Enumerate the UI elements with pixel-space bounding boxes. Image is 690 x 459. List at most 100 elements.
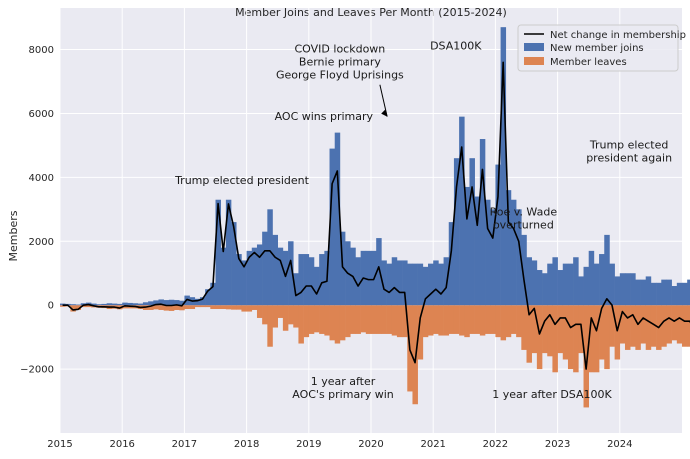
x-tick-label: 2022 (483, 439, 508, 450)
joins-bar (267, 209, 273, 306)
joins-bar (567, 263, 574, 306)
leaves-bar (630, 305, 636, 347)
leaves-bar (557, 305, 564, 354)
leaves-bar (650, 305, 657, 347)
joins-bar (557, 270, 564, 306)
annotations: Trump elected president AOC wins primary C… (174, 40, 672, 402)
leaves-bar (231, 305, 237, 310)
leaves-bar (619, 305, 626, 344)
legend: Net change in membership New member join… (517, 24, 686, 72)
leaves-bar (687, 305, 690, 347)
leaves-bar (547, 305, 553, 357)
leaves-bar (267, 305, 273, 347)
leaves-bar (505, 305, 512, 338)
legend-box (517, 24, 679, 72)
leaves-bar (163, 305, 170, 311)
leaves-bar (422, 305, 429, 338)
annotation-label: AOC wins primary (275, 110, 374, 123)
new-member-joins-bars (60, 27, 690, 306)
joins-bar (168, 299, 175, 306)
leaves-bar (516, 305, 522, 338)
y-axis-ticks: −2000 0 2000 4000 6000 8000 (20, 45, 54, 376)
joins-bar (386, 263, 393, 306)
annotation-arrowhead (381, 109, 388, 117)
leaves-bar (288, 305, 294, 325)
leaves-bar (386, 305, 393, 334)
joins-bar (453, 158, 460, 306)
leaves-bar (355, 305, 361, 334)
legend-leaves-swatch (524, 57, 544, 65)
x-tick-label: 2016 (109, 439, 134, 450)
joins-bar (127, 302, 133, 306)
leaves-bar (236, 305, 242, 310)
joins-bar (635, 279, 641, 306)
net-change-line (62, 61, 690, 370)
leaves-bar (453, 305, 460, 334)
joins-bar (526, 257, 532, 306)
joins-bar (661, 279, 667, 306)
leaves-bar (640, 305, 647, 344)
leaves-bar (536, 305, 543, 370)
legend-joins-swatch (524, 43, 544, 51)
annotation-label: Trump elected president again (586, 139, 672, 165)
leaves-bar (339, 305, 346, 341)
leaves-bar (272, 305, 278, 328)
leaves-bar (490, 305, 496, 334)
joins-bar (122, 302, 128, 306)
leaves-bar (360, 305, 367, 333)
joins-bar (682, 282, 688, 306)
leaves-bar (277, 305, 284, 318)
joins-bar (215, 199, 221, 306)
x-tick-label: 2024 (607, 439, 632, 450)
leaves-bar (433, 305, 439, 334)
joins-bar (474, 196, 481, 306)
leaves-bar (438, 305, 444, 336)
leaves-bar (210, 305, 216, 310)
leaves-bar (428, 305, 434, 336)
y-tick-label: −2000 (20, 365, 54, 376)
leaves-bar (75, 305, 82, 310)
joins-bar (70, 304, 76, 306)
leaves-bar (552, 305, 558, 373)
x-axis-ticks: 2015 2016 2017 2018 2019 2020 2021 2022 2023 2024 (47, 439, 632, 450)
joins-bar (391, 257, 398, 306)
joins-bar (153, 300, 159, 306)
joins-bar (101, 303, 107, 306)
leaves-bar (313, 305, 320, 333)
leaves-bar (469, 305, 475, 334)
leaves-bar (459, 305, 465, 336)
joins-bar (485, 199, 491, 306)
leaves-bar (174, 305, 180, 310)
joins-bar (251, 247, 258, 306)
leaves-bar (293, 305, 299, 328)
annotation-label: 1 year after AOC's primary win (292, 375, 394, 401)
leaves-bar (205, 305, 211, 308)
legend-leaves-label: Member leaves (550, 57, 627, 68)
joins-bar (308, 257, 315, 306)
joins-bar (583, 266, 589, 306)
joins-bar (624, 273, 631, 306)
joins-bar (288, 241, 294, 306)
leaves-bar (350, 305, 356, 334)
joins-bar (547, 263, 553, 306)
leaves-bar (526, 305, 532, 363)
x-tick-label: 2019 (296, 439, 321, 450)
y-tick-label: 4000 (29, 173, 54, 184)
leaves-bar (448, 305, 455, 334)
joins-bar (303, 254, 310, 306)
y-tick-label: 2000 (29, 237, 54, 248)
joins-bar (490, 209, 496, 306)
leaves-bar (345, 305, 351, 338)
joins-bar (231, 222, 237, 306)
leaves-bar (645, 305, 652, 350)
joins-bar (199, 297, 206, 306)
joins-bar (365, 250, 372, 306)
leaves-bar (542, 305, 548, 354)
leaves-bar (215, 305, 221, 310)
joins-bar (241, 260, 247, 306)
x-tick-label: 2023 (545, 439, 570, 450)
joins-bar (174, 300, 180, 306)
leaves-bar (246, 305, 253, 312)
leaves-bar (402, 305, 408, 338)
